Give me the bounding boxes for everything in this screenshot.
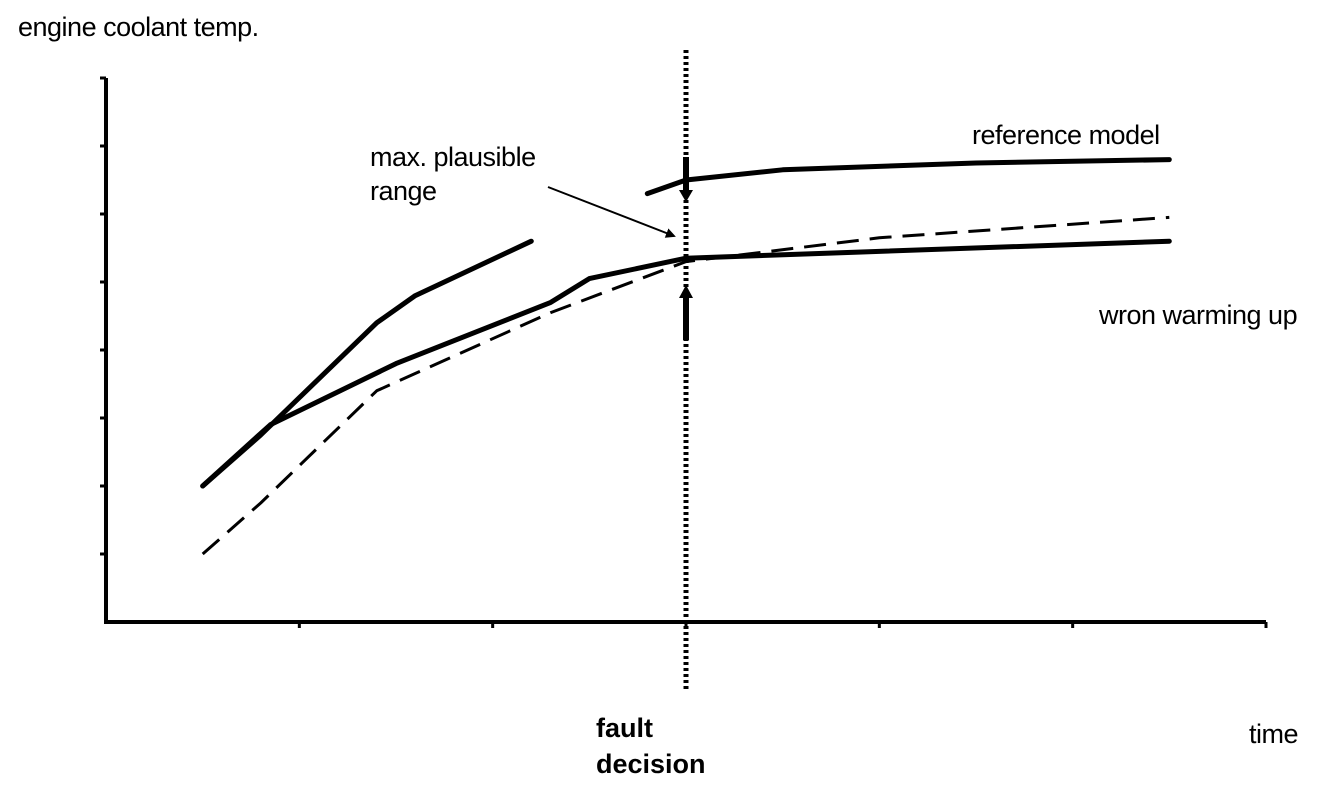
- max-plausible-range-line: [200, 238, 534, 489]
- upper-range-arrowhead: [679, 190, 693, 202]
- lower-range-arrowhead: [679, 285, 693, 298]
- annotation-layer: [547, 50, 693, 690]
- wrong-warming-up-label: wron warming up: [1099, 300, 1298, 330]
- reference-model-line: [644, 157, 1172, 197]
- max-range-label-line1: max. plausible: [370, 142, 536, 172]
- max-range-label-line2: range: [370, 176, 437, 206]
- wron-warming-up-line: [200, 238, 1172, 489]
- y-axis-label: engine coolant temp.: [18, 12, 259, 42]
- fault-decision-label-line1: fault: [596, 713, 653, 743]
- fault-decision-label-line2: decision: [596, 749, 706, 779]
- reference-model-label: reference model: [972, 120, 1160, 150]
- range-pointer-arrow: [547, 186, 676, 238]
- x-axis-label: time: [1249, 719, 1299, 749]
- dashed-series-line: [201, 215, 1170, 556]
- series-layer: [200, 157, 1172, 556]
